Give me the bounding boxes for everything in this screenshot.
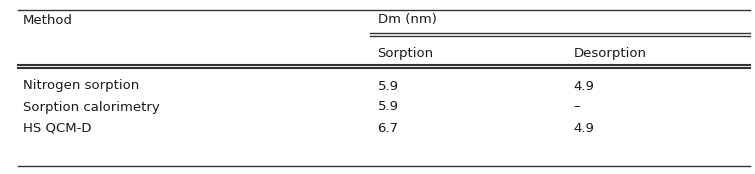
Text: 4.9: 4.9 bbox=[574, 80, 595, 93]
Text: –: – bbox=[574, 101, 581, 113]
Text: Desorption: Desorption bbox=[574, 46, 647, 60]
Text: Sorption: Sorption bbox=[378, 46, 433, 60]
Text: HS QCM-D: HS QCM-D bbox=[23, 121, 91, 135]
Text: 5.9: 5.9 bbox=[378, 80, 399, 93]
Text: Nitrogen sorption: Nitrogen sorption bbox=[23, 80, 139, 93]
Text: Sorption calorimetry: Sorption calorimetry bbox=[23, 101, 159, 113]
Text: 5.9: 5.9 bbox=[378, 101, 399, 113]
Text: 6.7: 6.7 bbox=[378, 121, 399, 135]
Text: Method: Method bbox=[23, 14, 72, 26]
Text: 4.9: 4.9 bbox=[574, 121, 595, 135]
Text: Dm (nm): Dm (nm) bbox=[378, 14, 436, 26]
